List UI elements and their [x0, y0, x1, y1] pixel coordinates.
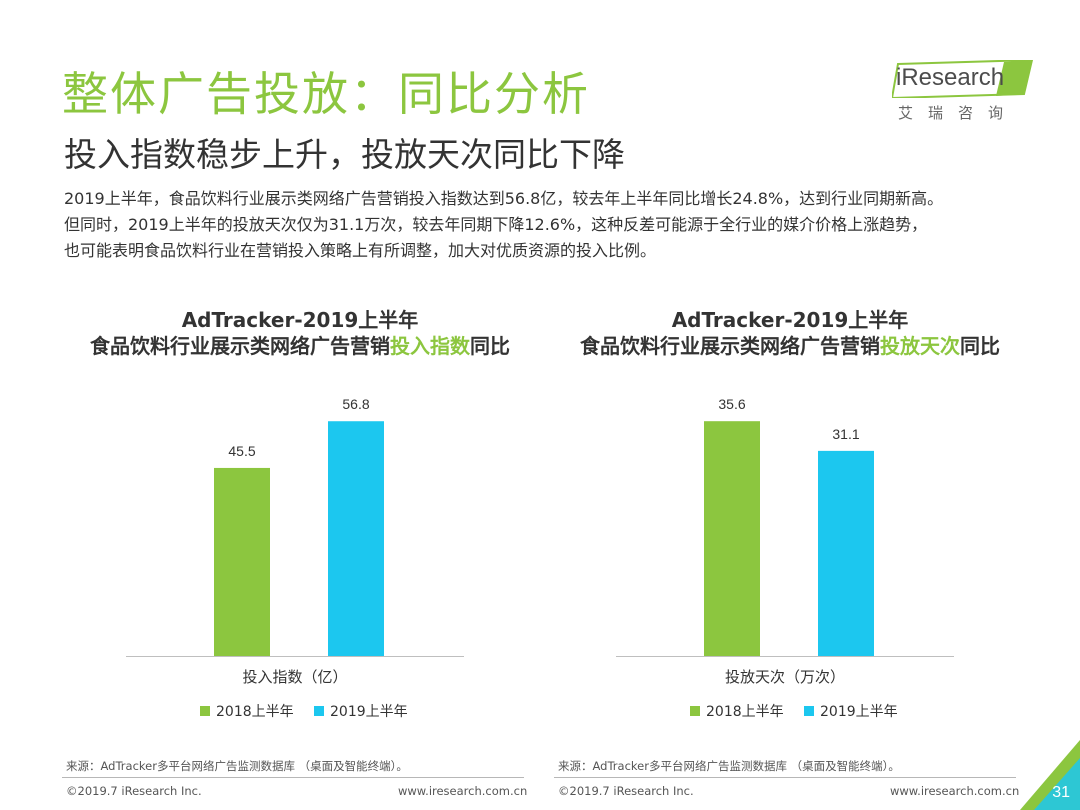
- footer-copyright-left: ©2019.7 iResearch Inc.: [66, 784, 202, 798]
- chart-title-line1: AdTracker-2019上半年: [181, 308, 419, 332]
- legend-swatch-1: [200, 706, 210, 716]
- data-label-1: 45.5: [228, 443, 255, 459]
- logo-shape: [892, 60, 1034, 98]
- body-line-1: 2019上半年，食品饮料行业展示类网络广告营销投入指数达到56.8亿，较去年上半…: [64, 189, 944, 208]
- chart-title-line2: 食品饮料行业展示类网络广告营销投入指数同比: [50, 330, 550, 359]
- body-paragraph: 2019上半年，食品饮料行业展示类网络广告营销投入指数达到56.8亿，较去年上半…: [64, 186, 1044, 264]
- chart-title-line1: AdTracker-2019上半年: [671, 308, 909, 332]
- data-label-1: 35.6: [718, 396, 745, 412]
- chart-title-prefix: 食品饮料行业展示类网络广告营销: [580, 334, 880, 358]
- legend-swatch-2: [314, 706, 324, 716]
- chart-ad-days: AdTracker-2019上半年 食品饮料行业展示类网络广告营销投放天次同比 …: [540, 300, 1040, 730]
- logo-brand-text: iResearch: [896, 64, 1005, 91]
- legend-swatch-1: [690, 706, 700, 716]
- chart-title-suffix: 同比: [960, 334, 1000, 358]
- chart-title-highlight: 投放天次: [880, 334, 960, 358]
- page-subtitle: 投入指数稳步上升，投放天次同比下降: [64, 135, 625, 174]
- iresearch-logo: iResearch 艾瑞咨询: [888, 58, 1038, 128]
- legend-label-2: 2019上半年: [820, 704, 898, 720]
- legend-label-1: 2018上半年: [216, 704, 294, 720]
- chart-investment-index: AdTracker-2019上半年 食品饮料行业展示类网络广告营销投入指数同比 …: [50, 300, 550, 730]
- data-label-2: 31.1: [832, 426, 859, 442]
- bar-1: [214, 467, 270, 656]
- bar-1: [704, 421, 760, 656]
- body-line-2: 但同时，2019上半年的投放天次仅为31.1万次，较去年同期下降12.6%，这种…: [64, 215, 928, 234]
- chart-title-line2: 食品饮料行业展示类网络广告营销投放天次同比: [540, 330, 1040, 359]
- chart-svg: 35.6 31.1 投放天次（万次） 2018上半年 2019上半年: [616, 396, 954, 720]
- data-label-2: 56.8: [342, 396, 369, 412]
- body-line-3: 也可能表明食品饮料行业在营销投入策略上有所调整，加大对优质资源的投入比例。: [64, 241, 657, 260]
- footer-divider-right: [554, 777, 1016, 778]
- page-title: 整体广告投放：同比分析: [62, 67, 590, 121]
- corner-decoration: [1020, 740, 1080, 810]
- chart-svg: 45.5 56.8 投入指数（亿） 2018上半年 2019上半年: [126, 396, 464, 720]
- chart-title-highlight: 投入指数: [390, 334, 470, 358]
- footer-source-right: 来源：AdTracker多平台网络广告监测数据库 （桌面及智能终端）。: [558, 759, 900, 773]
- footer-url-left: www.iresearch.com.cn: [398, 784, 528, 798]
- footer-source-left: 来源：AdTracker多平台网络广告监测数据库 （桌面及智能终端）。: [66, 759, 408, 773]
- legend-label-2: 2019上半年: [330, 704, 408, 720]
- legend-label-1: 2018上半年: [706, 704, 784, 720]
- x-axis-label: 投入指数（亿）: [242, 668, 347, 686]
- logo-cn-text: 艾瑞咨询: [898, 104, 1019, 122]
- x-axis-label: 投放天次（万次）: [725, 668, 845, 686]
- page-number: 31: [1052, 784, 1070, 801]
- legend-swatch-2: [804, 706, 814, 716]
- footer-url-right: www.iresearch.com.cn: [890, 784, 1020, 798]
- chart-title-prefix: 食品饮料行业展示类网络广告营销: [90, 334, 390, 358]
- bar-2: [328, 421, 384, 656]
- footer-copyright-right: ©2019.7 iResearch Inc.: [558, 784, 694, 798]
- chart-title-suffix: 同比: [470, 334, 510, 358]
- footer-divider-left: [62, 777, 524, 778]
- bar-2: [818, 450, 874, 656]
